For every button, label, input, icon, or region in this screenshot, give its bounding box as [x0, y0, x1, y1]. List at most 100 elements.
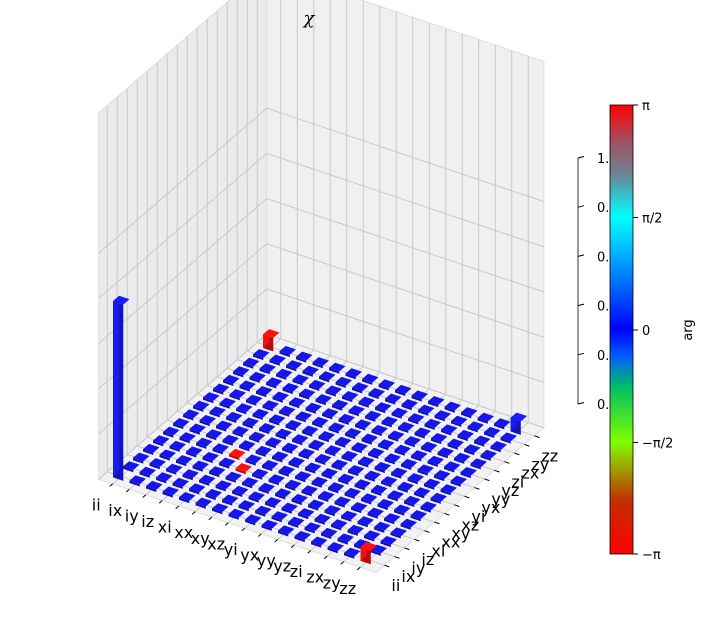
bar	[286, 360, 303, 372]
bar	[282, 383, 299, 395]
bar-front-face	[319, 376, 330, 383]
colorbar-label: arg	[681, 319, 696, 340]
bar-front-face	[324, 510, 335, 517]
bar-front-face	[228, 514, 239, 520]
bar-top-face	[232, 485, 249, 495]
bar-top-face	[410, 510, 427, 519]
bar-front-face	[470, 463, 481, 470]
bar-top-face	[305, 462, 322, 472]
bar	[153, 435, 170, 447]
bar-top-face	[344, 487, 361, 497]
bar-front-face	[345, 373, 356, 380]
y-tick-label: ix	[401, 567, 415, 586]
bar-top-face	[315, 394, 332, 403]
y-tick-mark	[454, 504, 460, 507]
bar-front-face	[364, 476, 375, 482]
bar-front-face	[232, 491, 243, 497]
bar-front-face	[203, 397, 214, 404]
bar-front-face	[222, 440, 233, 446]
bar-top-face	[206, 429, 223, 438]
bar	[364, 530, 381, 542]
bar-top-face	[182, 469, 199, 478]
bar	[460, 467, 477, 479]
bar-top-face	[219, 397, 236, 407]
bar-front-face	[302, 371, 313, 377]
bar-top-face	[279, 405, 296, 415]
bar	[182, 469, 199, 481]
bar	[213, 383, 230, 395]
bar	[192, 460, 209, 472]
bar	[364, 470, 381, 482]
bar-top-face	[259, 423, 276, 432]
bar-top-face	[183, 409, 200, 419]
bar-front-face	[295, 476, 306, 483]
bar-top-face	[305, 402, 322, 412]
bar-top-face	[347, 524, 364, 534]
bar-front-face	[189, 429, 200, 435]
bar-front-face	[238, 505, 249, 512]
bar-top-face	[299, 388, 316, 398]
bar-front-face	[292, 379, 303, 386]
bar	[358, 456, 375, 468]
bar-front-face	[410, 515, 421, 522]
bar-top-face	[113, 295, 130, 305]
bar-top-face	[272, 391, 289, 401]
bar-top-face	[444, 401, 461, 411]
bar	[480, 449, 497, 461]
bar-front-face	[400, 524, 411, 530]
bar-front-face	[328, 487, 339, 494]
bar-front-face	[222, 499, 233, 506]
bar-front-face	[242, 422, 253, 429]
bar-top-face	[282, 442, 299, 452]
bar	[246, 394, 263, 406]
bar-top-face	[265, 437, 282, 446]
bar-front-face	[176, 460, 187, 467]
bar	[328, 422, 345, 434]
bar-top-face	[315, 453, 332, 463]
bar-front-face	[288, 522, 299, 528]
bar-top-face	[420, 501, 437, 511]
bar-front-face	[193, 406, 204, 412]
bar	[159, 449, 176, 461]
bar	[193, 400, 210, 412]
bar-top-face	[477, 412, 494, 422]
bar	[401, 399, 418, 411]
wall-gridline	[98, 333, 268, 480]
bar-front-face	[322, 413, 333, 420]
bar-front-face	[285, 485, 296, 491]
y-tick-mark	[394, 556, 400, 559]
bar	[374, 521, 391, 533]
bar-front-face	[259, 428, 270, 435]
bar-top-face	[325, 385, 342, 395]
x-tick-label: zi	[290, 562, 303, 581]
bar-front-face	[262, 405, 273, 412]
bar-front-face	[467, 426, 478, 433]
bar	[259, 363, 276, 375]
bar-front-face	[331, 464, 342, 471]
bar	[351, 442, 368, 454]
bar-front-face	[252, 474, 263, 480]
y-tick-mark	[494, 469, 500, 473]
bar-front-face	[394, 450, 405, 456]
bar	[199, 474, 216, 486]
bar	[494, 418, 511, 430]
bar-top-face	[378, 379, 395, 389]
bar-front-face	[374, 467, 385, 474]
bar	[345, 368, 362, 380]
y-tick-label: iy	[411, 559, 425, 578]
bar-top-face	[391, 407, 408, 417]
bar-top-face	[176, 455, 193, 464]
bar	[322, 408, 339, 420]
z-tick-mark	[577, 156, 585, 159]
y-tick-mark	[384, 564, 390, 568]
bar-top-face	[364, 470, 381, 480]
bar	[291, 494, 308, 506]
bar	[391, 467, 408, 479]
bar-top-face	[411, 390, 428, 400]
bar-top-face	[249, 371, 266, 381]
bar-top-face	[203, 392, 220, 401]
bar-top-face	[255, 505, 272, 515]
bar-front-face	[347, 530, 358, 536]
bar-top-face	[401, 458, 418, 468]
bar-front-face	[196, 443, 207, 449]
